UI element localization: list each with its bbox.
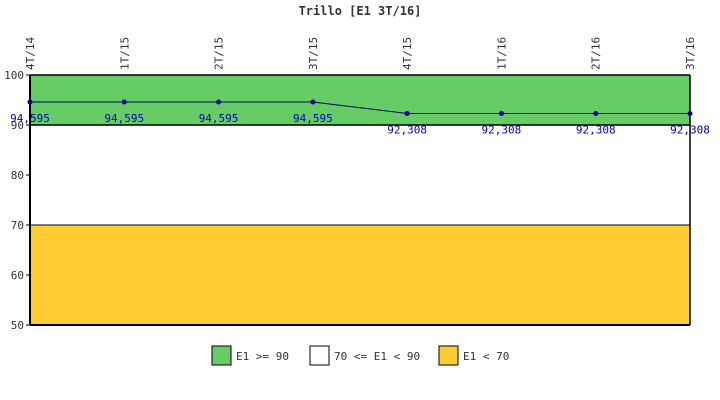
x-tick-label: 4T/15 xyxy=(401,37,414,70)
legend: E1 >= 90 70 <= E1 < 90 E1 < 70 xyxy=(211,345,509,366)
x-tick-label: 3T/16 xyxy=(684,37,697,70)
x-axis: 4T/14 1T/15 2T/15 3T/15 4T/15 1T/16 2T/16 3T/16 xyxy=(24,37,697,70)
x-tick-label: 1T/15 xyxy=(118,37,131,70)
y-tick-label: 90 xyxy=(11,119,24,132)
x-tick-label: 2T/16 xyxy=(590,37,603,70)
data-point xyxy=(593,110,599,116)
y-tick-label: 80 xyxy=(11,169,24,182)
x-tick-label: 1T/16 xyxy=(495,37,508,70)
x-tick-label: 4T/14 xyxy=(24,37,37,70)
band-0 xyxy=(30,75,690,125)
legend-swatch-2 xyxy=(438,345,459,366)
data-point xyxy=(216,99,222,105)
chart-title: Trillo [E1 3T/16] xyxy=(299,4,422,18)
y-tick-label: 50 xyxy=(11,319,24,332)
data-label: 92,308 xyxy=(387,123,427,136)
legend-label-1: 70 <= E1 < 90 xyxy=(334,350,420,363)
legend-swatch-0 xyxy=(211,345,232,366)
data-point xyxy=(27,99,33,105)
legend-label-0: E1 >= 90 xyxy=(236,350,289,363)
data-label: 92,308 xyxy=(670,123,710,136)
data-point xyxy=(310,99,316,105)
series-line xyxy=(30,101,690,114)
y-tick-label: 60 xyxy=(11,269,24,282)
y-tick-label: 100 xyxy=(4,69,24,82)
data-label: 94,595 xyxy=(104,112,144,125)
data-point xyxy=(498,110,504,116)
data-point xyxy=(121,99,127,105)
legend-label-2: E1 < 70 xyxy=(463,350,509,363)
threshold-bands xyxy=(30,74,691,325)
band-2 xyxy=(30,225,690,325)
data-label: 92,308 xyxy=(576,123,616,136)
data-point xyxy=(404,110,410,116)
x-tick-label: 3T/15 xyxy=(307,37,320,70)
data-label: 94,595 xyxy=(199,112,239,125)
data-label: 94,595 xyxy=(10,112,50,125)
y-axis: 50 60 70 80 90 100 xyxy=(4,69,690,332)
y-tick-label: 70 xyxy=(11,219,24,232)
series: 94,595 94,595 94,595 94,595 92,308 92,308 92,3… xyxy=(10,99,710,136)
legend-swatch-1 xyxy=(309,345,330,366)
x-tick-label: 2T/15 xyxy=(213,37,226,70)
data-label: 92,308 xyxy=(482,123,522,136)
band-1 xyxy=(30,125,690,225)
data-point xyxy=(687,110,693,116)
data-label: 94,595 xyxy=(293,112,333,125)
